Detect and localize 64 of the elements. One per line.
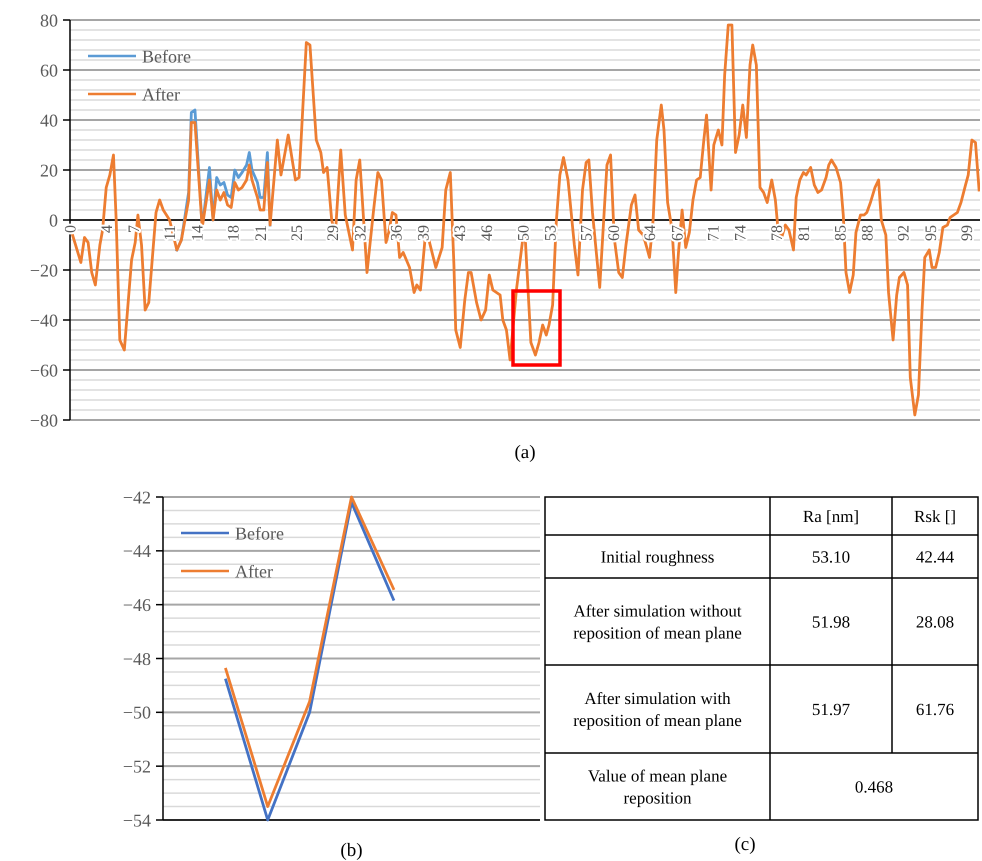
x-tick-label: 78	[768, 225, 786, 241]
y-tick-label: −48	[122, 648, 151, 669]
legend-label: Before	[142, 46, 191, 66]
category-label: Initial roughness	[600, 547, 714, 566]
y-tick-label: −46	[122, 594, 151, 615]
legend-label: After	[142, 84, 180, 104]
y-tick-label: −40	[30, 310, 58, 330]
x-tick-label: 64	[642, 225, 660, 241]
x-tick-label: 74	[732, 225, 750, 241]
y-tick-label: −20	[30, 260, 58, 280]
x-tick-label: 29	[325, 225, 342, 241]
x-tick-label: 46	[479, 225, 496, 241]
text: (b)	[340, 840, 363, 861]
text: 42.44	[916, 547, 954, 566]
x-tick-label: 0	[62, 225, 80, 233]
x-tick-label: 71	[705, 225, 722, 241]
category-label: Ra [nm]	[802, 506, 860, 526]
x-tick-label: 21	[252, 225, 270, 241]
text: (a)	[514, 442, 536, 463]
text: 28.08	[916, 612, 954, 632]
y-tick-label: −54	[122, 810, 151, 830]
x-tick-label: 36	[388, 225, 406, 241]
x-tick-label: 14	[189, 225, 206, 241]
x-tick-label: 25	[288, 225, 306, 241]
y-tick-label: −80	[30, 410, 58, 430]
x-tick-label: 99	[959, 225, 976, 241]
x-tick-label: 85	[832, 225, 850, 241]
legend-label: Before	[235, 523, 284, 544]
x-tick-label: 95	[922, 225, 940, 241]
x-tick-label: 4	[98, 225, 116, 233]
x-tick-label: 11	[162, 225, 180, 240]
x-tick-label: 81	[796, 225, 814, 241]
category-label: Value of mean plane reposition	[588, 766, 728, 808]
text: 51.98	[812, 612, 850, 632]
y-tick-label: −50	[122, 702, 151, 723]
y-tick-label: −52	[122, 756, 151, 776]
y-tick-label: −60	[30, 360, 58, 380]
x-tick-label: 67	[669, 225, 686, 241]
y-tick-label: 60	[40, 60, 58, 80]
text: 0.468	[854, 777, 894, 796]
y-tick-label: 80	[40, 10, 58, 30]
x-tick-label: 43	[452, 225, 469, 241]
x-tick-label: 7	[126, 225, 143, 233]
y-tick-label: −42	[122, 487, 151, 508]
x-tick-label: 39	[416, 225, 433, 241]
y-tick-label: −44	[122, 541, 151, 562]
x-tick-label: 57	[578, 225, 596, 241]
category-label: After simulation with reposition of mean plane	[573, 688, 742, 730]
x-tick-label: 60	[606, 225, 623, 241]
x-tick-label: 53	[542, 225, 560, 241]
x-tick-label: 18	[226, 225, 243, 241]
category-label: After simulation without reposition of mean plane	[573, 601, 742, 642]
category-label: Rsk []	[914, 506, 956, 526]
text: 53.10	[812, 547, 850, 566]
text: 51.97	[812, 700, 850, 719]
x-tick-label: 50	[515, 225, 532, 241]
text: (c)	[734, 834, 756, 855]
x-tick-label: 88	[859, 225, 876, 241]
y-tick-label: 20	[40, 160, 58, 180]
x-tick-label: 32	[352, 225, 370, 241]
y-tick-label: 40	[40, 110, 58, 130]
x-tick-label: 92	[896, 225, 913, 241]
legend-label: After	[235, 561, 273, 582]
text: 61.76	[916, 700, 954, 719]
